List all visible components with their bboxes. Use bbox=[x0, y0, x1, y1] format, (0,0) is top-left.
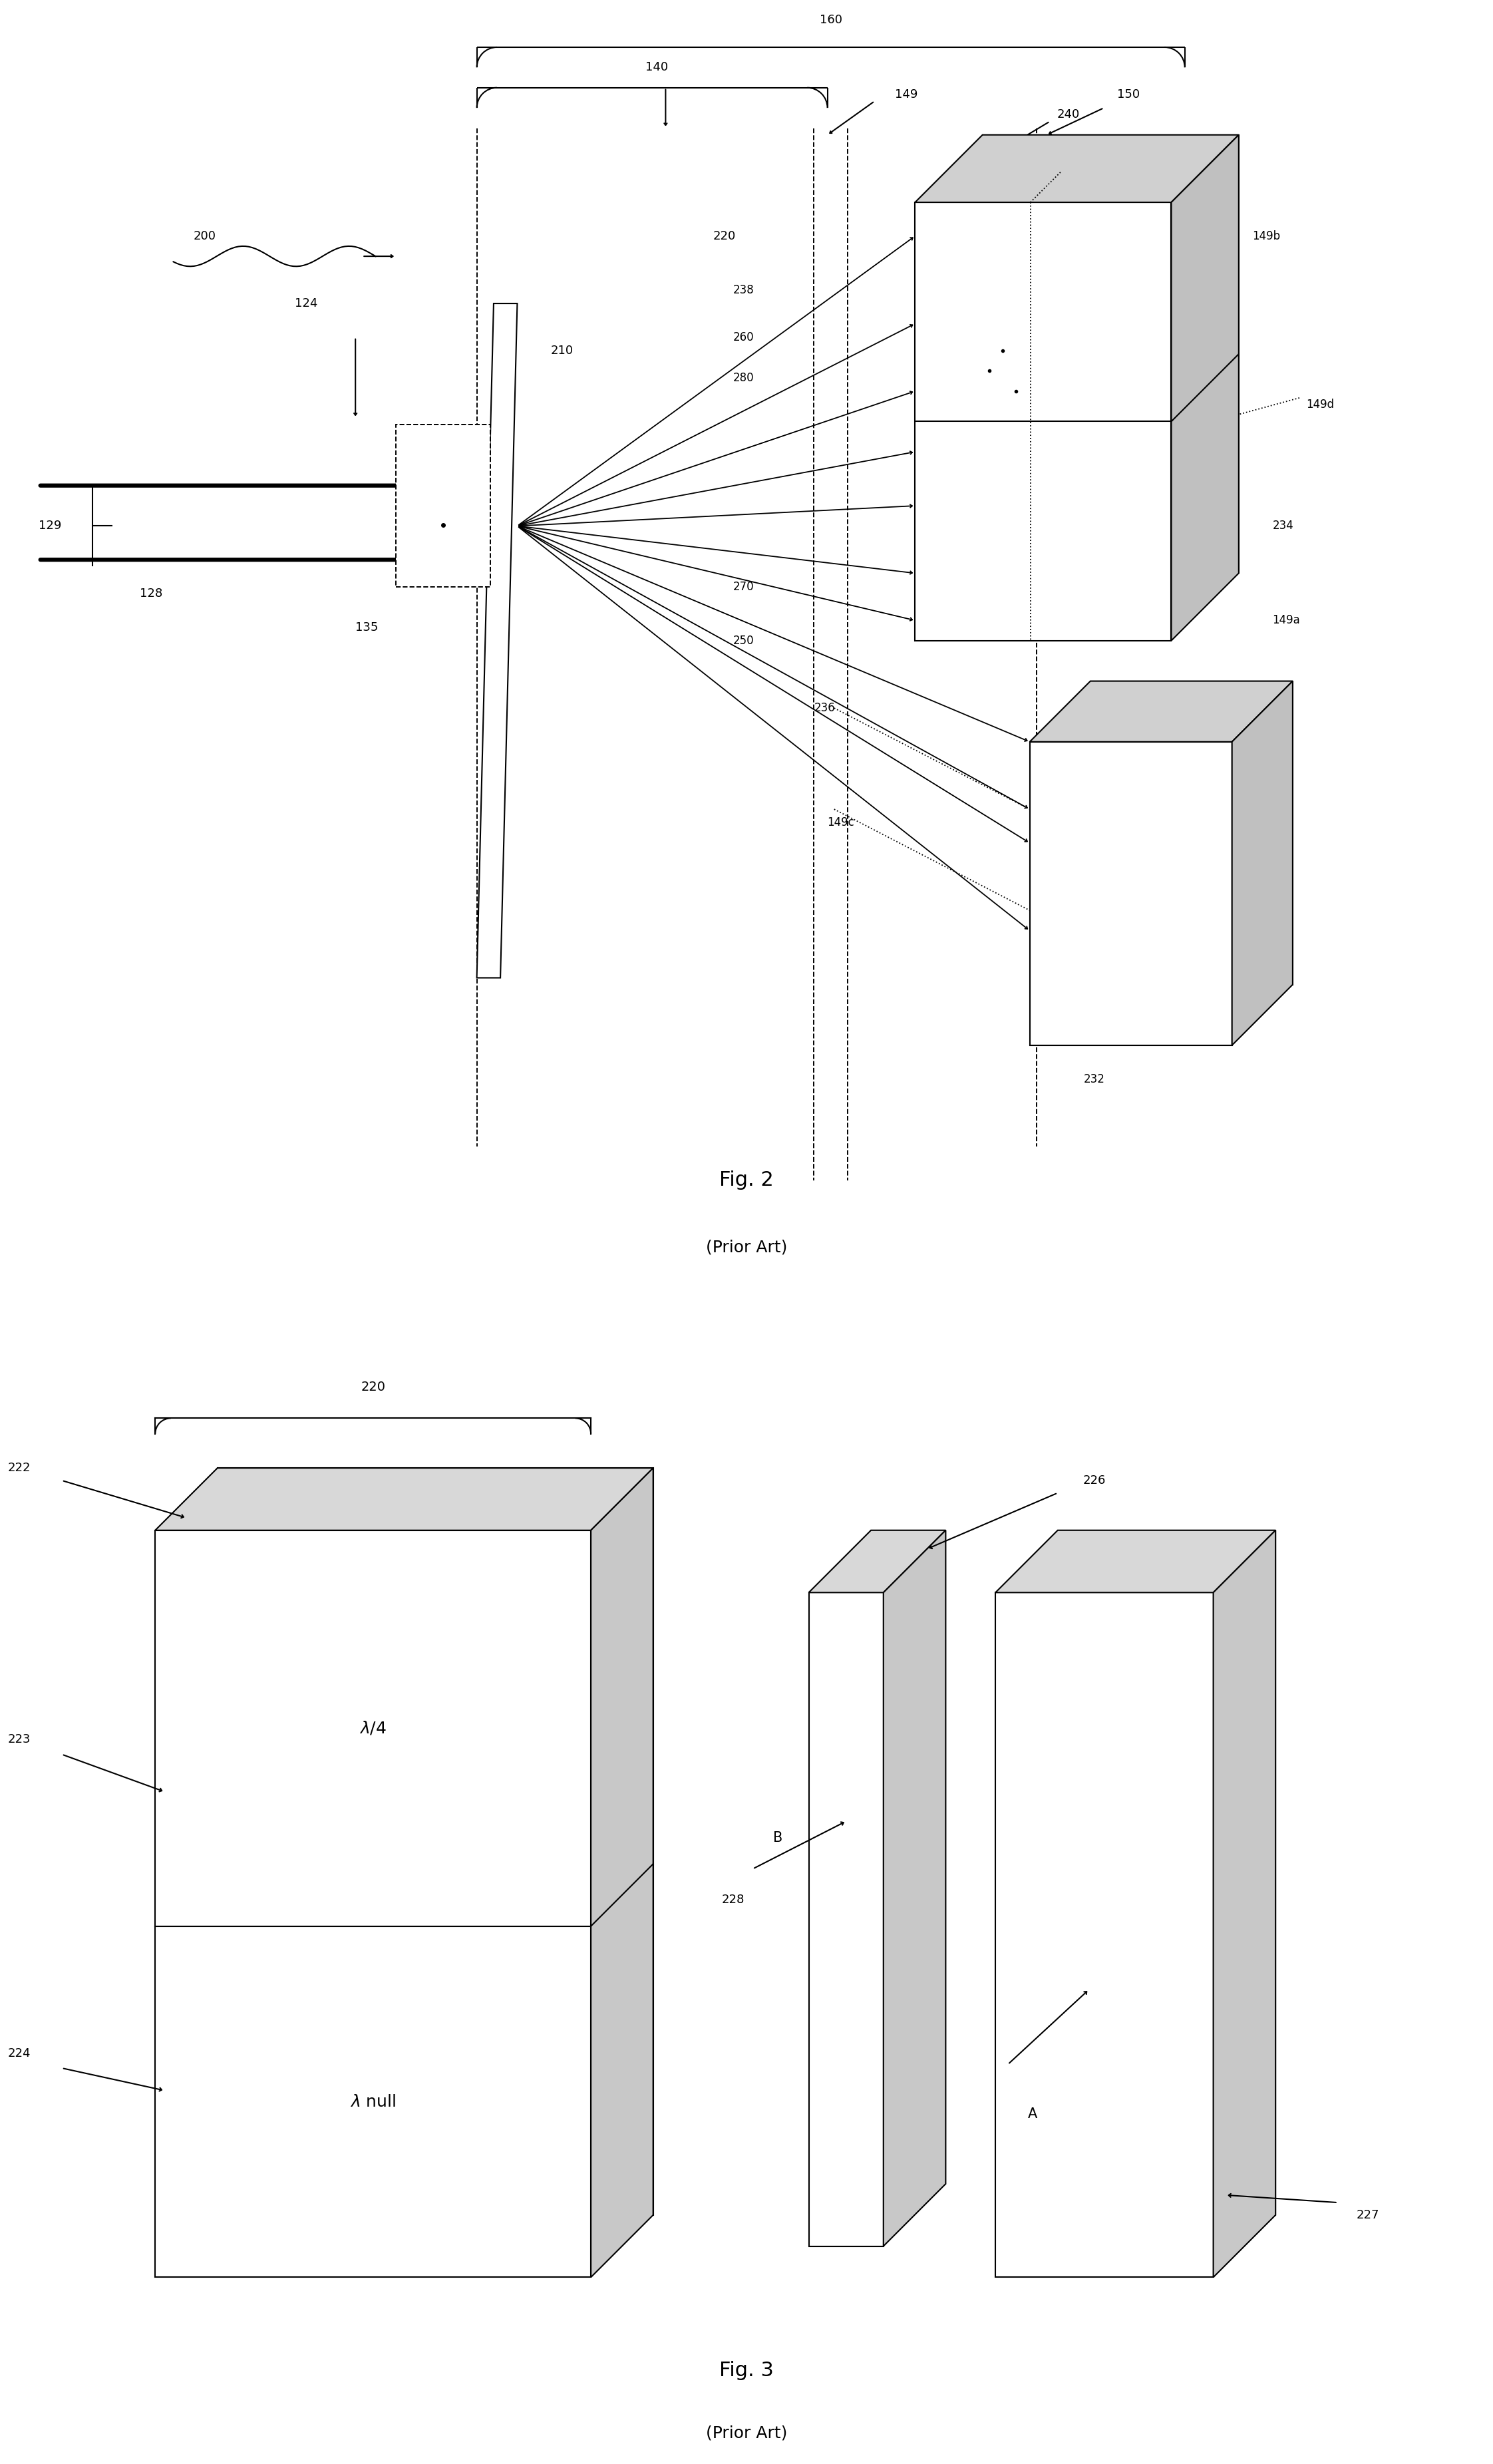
Polygon shape bbox=[1172, 136, 1239, 641]
Polygon shape bbox=[870, 1530, 945, 2183]
Polygon shape bbox=[1232, 680, 1293, 1045]
Polygon shape bbox=[155, 1469, 652, 1530]
Text: 140: 140 bbox=[645, 62, 667, 74]
Polygon shape bbox=[155, 1530, 591, 2277]
Polygon shape bbox=[1030, 742, 1232, 1045]
Text: 149c: 149c bbox=[827, 816, 854, 828]
Text: 227: 227 bbox=[1357, 2210, 1380, 2220]
Text: 226: 226 bbox=[1082, 1473, 1105, 1486]
Bar bbox=[396, 424, 490, 586]
Text: 129: 129 bbox=[39, 520, 61, 532]
Text: 128: 128 bbox=[140, 586, 163, 599]
Text: 223: 223 bbox=[7, 1735, 31, 1745]
Text: 149b: 149b bbox=[1253, 229, 1280, 241]
Text: 149: 149 bbox=[894, 89, 918, 101]
Text: 220: 220 bbox=[712, 229, 736, 241]
Text: 236: 236 bbox=[814, 702, 835, 715]
Text: 224: 224 bbox=[7, 2048, 31, 2060]
Polygon shape bbox=[1030, 680, 1293, 742]
Text: 124: 124 bbox=[294, 298, 318, 310]
Polygon shape bbox=[996, 1592, 1214, 2277]
Polygon shape bbox=[591, 1469, 652, 2277]
Text: 149d: 149d bbox=[1306, 399, 1335, 411]
Text: 240: 240 bbox=[1057, 108, 1079, 121]
Text: $\lambda$ null: $\lambda$ null bbox=[349, 2094, 396, 2109]
Text: 210: 210 bbox=[551, 345, 573, 357]
Text: 150: 150 bbox=[1117, 89, 1141, 101]
Polygon shape bbox=[1090, 680, 1293, 986]
Text: (Prior Art): (Prior Art) bbox=[706, 1239, 787, 1257]
Text: (Prior Art): (Prior Art) bbox=[706, 2425, 787, 2442]
Polygon shape bbox=[1057, 1530, 1275, 2215]
Polygon shape bbox=[982, 136, 1239, 574]
Polygon shape bbox=[1214, 1530, 1275, 2277]
Polygon shape bbox=[996, 1530, 1275, 1592]
Text: Fig. 2: Fig. 2 bbox=[720, 1170, 773, 1190]
Text: 220: 220 bbox=[361, 1380, 385, 1395]
Text: 228: 228 bbox=[721, 1895, 745, 1907]
Polygon shape bbox=[915, 202, 1172, 641]
Polygon shape bbox=[809, 1530, 945, 1592]
Polygon shape bbox=[476, 303, 517, 978]
Text: B: B bbox=[773, 1831, 782, 1846]
Text: 270: 270 bbox=[733, 582, 754, 594]
Text: $\lambda$/4: $\lambda$/4 bbox=[360, 1720, 387, 1737]
Text: 260: 260 bbox=[733, 330, 754, 342]
Text: 135: 135 bbox=[355, 621, 378, 633]
Polygon shape bbox=[915, 136, 1239, 202]
Text: 250: 250 bbox=[733, 636, 754, 646]
Polygon shape bbox=[884, 1530, 945, 2247]
Text: 280: 280 bbox=[733, 372, 754, 384]
Text: A: A bbox=[1029, 2107, 1038, 2122]
Text: 234: 234 bbox=[1272, 520, 1293, 532]
Polygon shape bbox=[809, 1592, 884, 2247]
Text: 222: 222 bbox=[7, 1461, 31, 1473]
Text: 200: 200 bbox=[194, 229, 216, 241]
Text: Fig. 3: Fig. 3 bbox=[720, 2361, 773, 2380]
Text: 232: 232 bbox=[1084, 1072, 1105, 1084]
Text: 238: 238 bbox=[733, 283, 754, 296]
Polygon shape bbox=[218, 1469, 652, 2215]
Text: 160: 160 bbox=[820, 15, 842, 27]
Text: 149a: 149a bbox=[1272, 614, 1300, 626]
